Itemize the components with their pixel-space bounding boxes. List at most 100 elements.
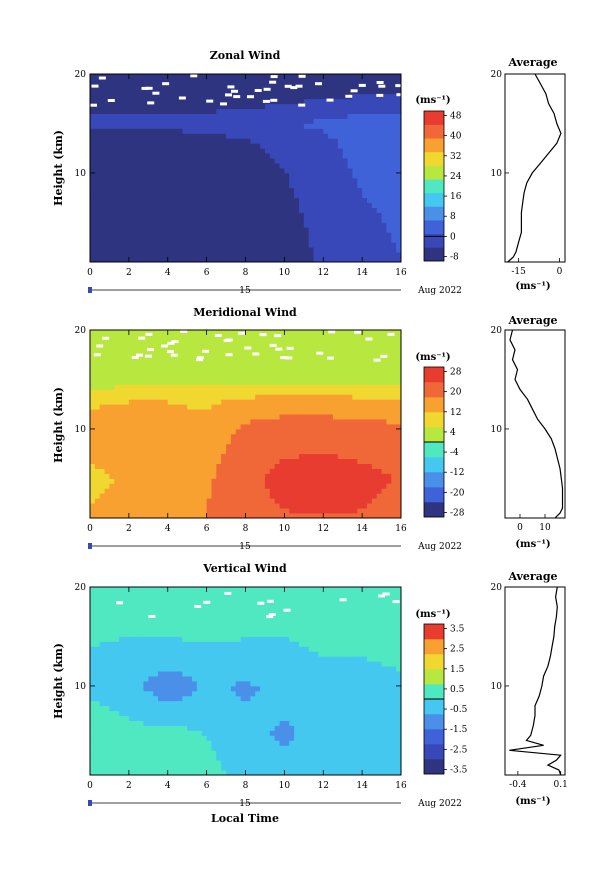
zonal-wind-heatmap-cell [391, 133, 397, 139]
meridional-wind-heatmap-cell [342, 483, 348, 489]
meridional-wind-heatmap-cell [158, 488, 164, 494]
zonal-wind-heatmap-cell [182, 98, 188, 105]
zonal-wind-heatmap-cell [172, 192, 178, 199]
meridional-wind-heatmap-cell [128, 419, 135, 425]
meridional-wind-heatmap-cell [376, 404, 382, 410]
meridional-wind-heatmap-cell [245, 463, 251, 469]
meridional-wind-heatmap-cell [376, 330, 382, 336]
zonal-wind-heatmap-cell [294, 237, 300, 243]
zonal-wind-heatmap-cell [90, 217, 96, 223]
meridional-wind-heatmap-cell [342, 503, 348, 509]
zonal-wind-heatmap-cell [328, 158, 334, 164]
zonal-wind-heatmap-cell [294, 108, 300, 114]
meridional-wind-heatmap-cell [162, 374, 169, 380]
zonal-wind-heatmap-cell [226, 217, 232, 223]
meridional-wind-heatmap-cell [337, 349, 344, 356]
meridional-wind-heatmap-cell [269, 339, 276, 346]
zonal-wind-heatmap-cell [279, 138, 285, 144]
meridional-wind-heatmap-cell [182, 443, 188, 450]
meridional-wind-heatmap-cell [357, 468, 363, 474]
zonal-wind-heatmap-cell [264, 237, 271, 243]
zonal-wind-heatmap-cell [167, 98, 174, 105]
zonal-wind-heatmap-cell [230, 74, 237, 80]
zonal-wind-heatmap-cell [104, 227, 110, 233]
zonal-wind-heatmap-cell [318, 158, 324, 164]
meridional-wind-heatmap-cell [148, 513, 154, 519]
zonal-wind-heatmap-cell [206, 153, 212, 159]
meridional-wind-heatmap-cell [303, 493, 310, 499]
meridional-wind-heatmap-cell [119, 409, 125, 415]
zonal-wind-heatmap-cell [371, 242, 378, 248]
meridional-wind-heatmap-cell [201, 409, 208, 415]
zonal-wind-heatmap-cell [255, 74, 261, 80]
zonal-wind-heatmap-cell [362, 143, 368, 149]
zonal-wind-heatmap-cell [279, 123, 285, 129]
zonal-wind-colorbar-frame [423, 110, 445, 262]
meridional-wind-heatmap-cell [255, 330, 261, 336]
zonal-wind-heatmap-cell [211, 217, 217, 223]
meridional-wind-heatmap-cell [323, 374, 329, 380]
zonal-wind-heatmap-cell [318, 148, 324, 154]
meridional-wind-heatmap-cell [90, 374, 96, 380]
meridional-wind-heatmap-cell [206, 483, 212, 489]
zonal-wind-heatmap-cell [362, 202, 368, 208]
meridional-wind-heatmap-cell [245, 428, 251, 435]
zonal-wind-heatmap-cell [211, 163, 217, 169]
zonal-wind-heatmap-cell [308, 212, 314, 218]
zonal-wind-heatmap-cell [303, 247, 310, 253]
meridional-wind-heatmap-cell [269, 438, 276, 445]
zonal-wind-heatmap-cell [216, 177, 222, 184]
meridional-wind-heatmap-cell [99, 458, 105, 464]
meridional-wind-heatmap-cell [376, 473, 382, 479]
zonal-wind-heatmap-cell [90, 242, 96, 248]
zonal-wind-heatmap-cell [269, 83, 276, 90]
meridional-wind-heatmap-cell [396, 428, 402, 435]
zonal-wind-heatmap-cell [274, 187, 280, 194]
zonal-wind-data-gap [262, 99, 270, 103]
meridional-wind-heatmap-cell [245, 443, 251, 450]
zonal-wind-heatmap-cell [143, 227, 149, 233]
meridional-wind-heatmap-cell [371, 359, 378, 366]
meridional-wind-heatmap-cell [119, 498, 125, 504]
zonal-wind-heatmap-cell [172, 232, 178, 238]
meridional-wind-heatmap-cell [114, 513, 120, 519]
meridional-wind-heatmap-cell [391, 399, 397, 405]
zonal-wind-heatmap-cell [250, 187, 256, 194]
meridional-wind-heatmap-cell [362, 339, 368, 346]
meridional-wind-heatmap-cell [143, 458, 149, 464]
meridional-wind-heatmap-cell [323, 473, 329, 479]
zonal-wind-heatmap-cell [104, 123, 110, 129]
zonal-wind-colorbar-segment [424, 192, 444, 207]
meridional-wind-heatmap-cell [260, 483, 266, 489]
zonal-wind-heatmap-cell [337, 138, 344, 144]
meridional-wind-heatmap-cell [298, 359, 305, 366]
meridional-wind-heatmap-cell [196, 364, 203, 370]
zonal-wind-heatmap-cell [352, 237, 358, 243]
zonal-wind-heatmap-cell [260, 197, 266, 204]
zonal-wind-heatmap-cell [216, 74, 222, 80]
zonal-wind-heatmap-cell [124, 168, 130, 174]
meridional-wind-heatmap-cell [240, 344, 246, 351]
meridional-wind-heatmap-cell [274, 339, 280, 346]
zonal-wind-heatmap-cell [386, 138, 392, 144]
zonal-wind-heatmap-cell [298, 98, 305, 105]
zonal-wind-heatmap-cell [371, 197, 378, 204]
zonal-wind-heatmap-cell [328, 252, 334, 258]
meridional-wind-heatmap-cell [274, 369, 280, 375]
meridional-wind-heatmap-cell [148, 384, 154, 390]
zonal-wind-heatmap-cell [138, 98, 144, 105]
zonal-wind-heatmap-cell [250, 232, 256, 238]
zonal-wind-heatmap-cell [289, 153, 295, 159]
zonal-wind-heatmap-cell [124, 103, 130, 110]
meridional-wind-heatmap-cell [260, 488, 266, 494]
zonal-wind-heatmap-cell [347, 192, 353, 199]
meridional-wind-heatmap-cell [192, 339, 198, 346]
zonal-wind-heatmap-cell [323, 227, 329, 233]
zonal-wind-heatmap-cell [162, 222, 169, 228]
meridional-wind-heatmap-cell [371, 463, 378, 469]
zonal-wind-heatmap-cell [230, 187, 237, 194]
meridional-wind-heatmap-cell [133, 394, 139, 400]
meridional-wind-heatmap-cell [235, 349, 242, 356]
meridional-wind-heatmap-cell [362, 379, 368, 385]
zonal-wind-heatmap-cell [90, 108, 96, 114]
